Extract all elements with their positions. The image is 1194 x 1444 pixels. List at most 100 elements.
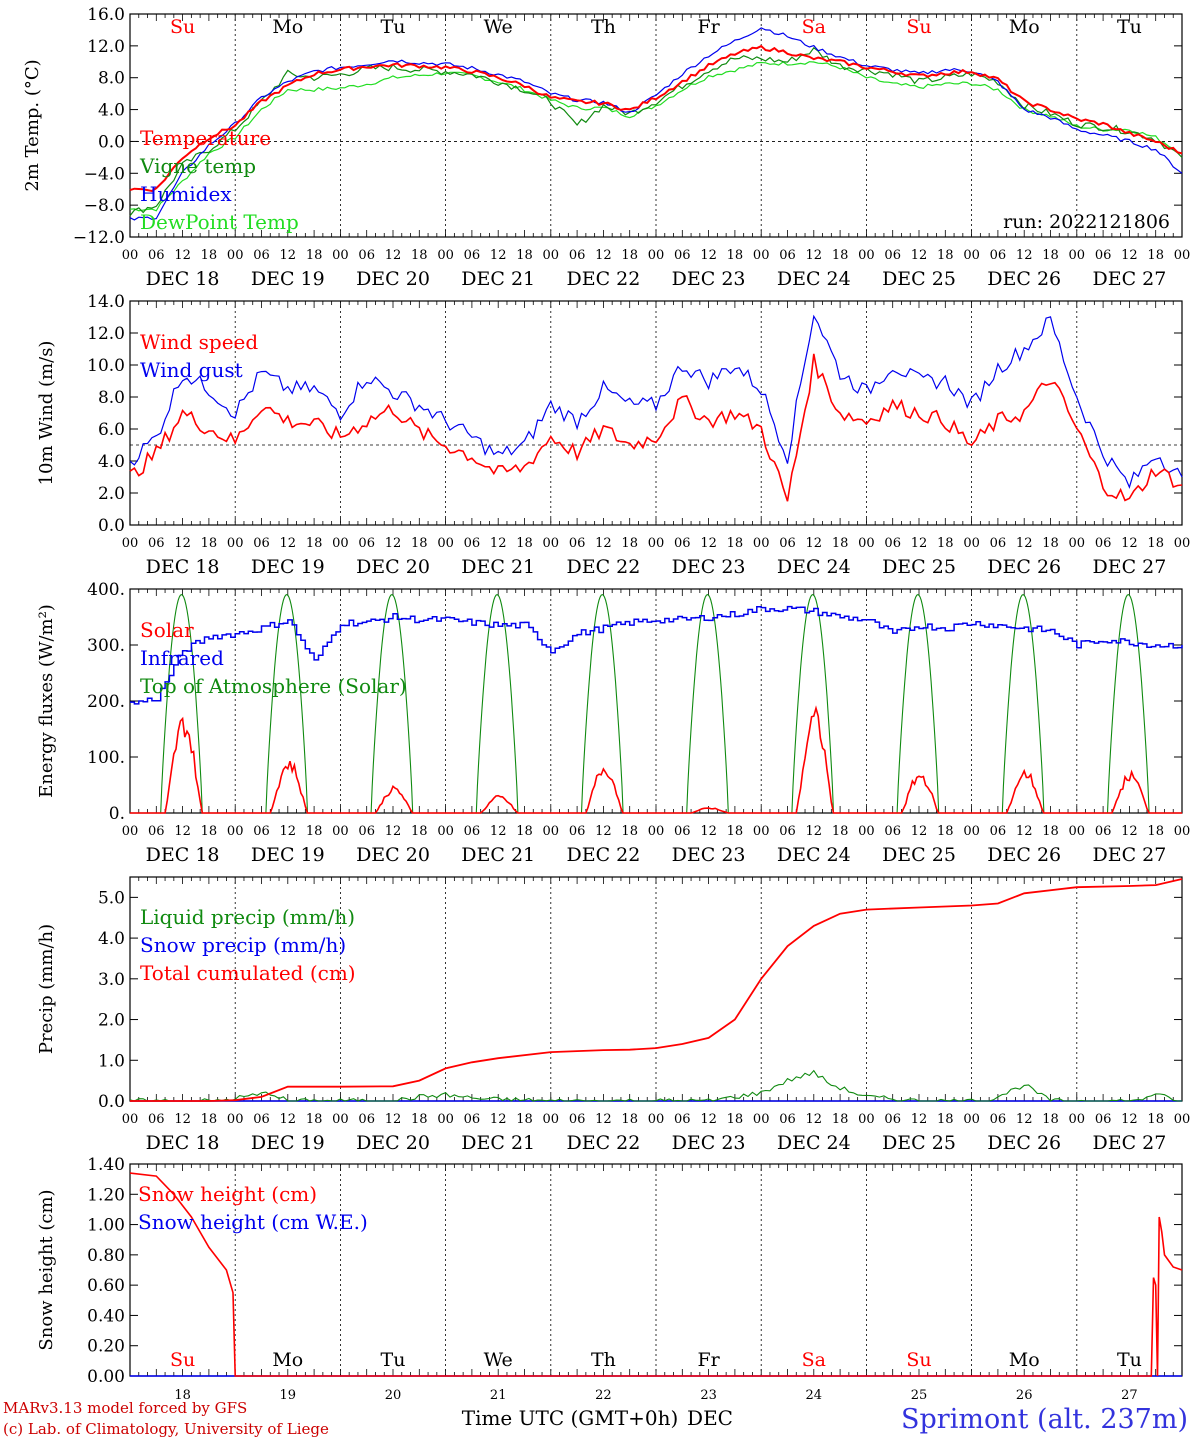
hour-tick-label: 06 <box>569 536 586 551</box>
hour-tick-label: 00 <box>227 824 244 839</box>
day-of-week-label: Tu <box>381 16 406 38</box>
y-tick-label: 0.60 <box>87 1276 125 1296</box>
hour-tick-label: 06 <box>990 248 1007 263</box>
panel-5: 1.40 1.20 1.00 0.80 0.60 0.40 0.20 0.00 Snow hei… <box>36 1155 1183 1387</box>
date-label: DEC 20 <box>356 268 430 290</box>
y-tick-label: 0.0 <box>98 132 125 152</box>
hour-tick-label: 18 <box>516 248 533 263</box>
hour-tick-label: 12 <box>1121 1112 1138 1127</box>
hour-tick-label: 18 <box>1147 1112 1164 1127</box>
hour-tick-label: 18 <box>1042 536 1059 551</box>
hour-tick-label: 18 <box>201 1112 218 1127</box>
hour-tick-label: 06 <box>779 1112 796 1127</box>
y-tick-label: 0.80 <box>87 1246 125 1266</box>
legend-entry: Snow precip (mm/h) <box>140 933 346 957</box>
hour-tick-label: 18 <box>201 824 218 839</box>
hour-tick-label: 00 <box>858 1112 875 1127</box>
day-of-week-label: Tu <box>1117 16 1142 38</box>
y-tick-label: 4.0 <box>98 929 125 949</box>
date-label: DEC 24 <box>777 556 851 578</box>
day-of-week-label: Su <box>906 16 931 38</box>
hour-tick-label: 00 <box>332 1112 349 1127</box>
hour-tick-label: 00 <box>963 1112 980 1127</box>
date-label: DEC 18 <box>146 844 220 866</box>
hour-tick-label: 06 <box>884 248 901 263</box>
day-number-label: 27 <box>1121 1388 1138 1403</box>
hour-tick-label: 12 <box>280 824 297 839</box>
date-label: DEC 22 <box>566 268 640 290</box>
hour-tick-label: 06 <box>253 824 270 839</box>
hour-tick-label: 18 <box>727 1112 744 1127</box>
x-axis-1: 00 06 12 18 DEC 18 00 06 12 18 DEC 19 00 06 12 18 DEC … <box>122 248 1191 290</box>
hour-tick-label: 00 <box>858 248 875 263</box>
y-tick-label: 0. <box>109 804 125 824</box>
date-label: DEC 26 <box>987 1132 1061 1154</box>
hour-tick-label: 18 <box>937 824 954 839</box>
hour-tick-label: 12 <box>280 1112 297 1127</box>
date-label: DEC 19 <box>251 556 325 578</box>
hour-tick-label: 12 <box>806 536 823 551</box>
hour-tick-label: 12 <box>700 248 717 263</box>
y-tick-label: 0.00 <box>87 1367 125 1387</box>
hour-tick-label: 06 <box>990 536 1007 551</box>
hour-tick-label: 00 <box>753 536 770 551</box>
hour-tick-label: 06 <box>1095 536 1112 551</box>
y-tick-label: −4.0 <box>84 164 125 184</box>
hour-tick-label: 12 <box>700 536 717 551</box>
hour-tick-label: 12 <box>490 536 507 551</box>
date-label: DEC 19 <box>251 844 325 866</box>
x-axis-4: 00 06 12 18 DEC 18 00 06 12 18 DEC 19 00 06 12 18 DEC … <box>122 1112 1191 1154</box>
hour-tick-label: 00 <box>1069 248 1086 263</box>
y-tick-label: 2.0 <box>98 484 125 504</box>
hour-tick-label: 12 <box>806 824 823 839</box>
hour-tick-label: 12 <box>911 1112 928 1127</box>
x-axis-label: Time UTC (GMT+0h) <box>462 1406 679 1430</box>
day-number-label: 21 <box>490 1388 507 1403</box>
day-number-label: 18 <box>174 1388 191 1403</box>
hour-tick-label: 18 <box>516 536 533 551</box>
hour-tick-label: 18 <box>516 824 533 839</box>
date-label: DEC 27 <box>1092 268 1166 290</box>
y-tick-label: −12.0 <box>73 228 125 248</box>
hour-tick-label: 06 <box>358 536 375 551</box>
y-tick-label: 12.0 <box>87 37 125 57</box>
x-axis-3: 00 06 12 18 DEC 18 00 06 12 18 DEC 19 00 06 12 18 DEC … <box>122 824 1191 866</box>
hour-tick-label: 00 <box>437 1112 454 1127</box>
hour-tick-label: 18 <box>937 536 954 551</box>
hour-tick-label: 06 <box>884 1112 901 1127</box>
hour-tick-label: 18 <box>306 536 323 551</box>
legend-entry: Snow height (cm) <box>138 1182 317 1206</box>
hour-tick-label: 12 <box>911 824 928 839</box>
hour-tick-label: 18 <box>1147 824 1164 839</box>
hour-tick-label: 06 <box>779 536 796 551</box>
series-line-liquid-precip <box>129 1069 1182 1102</box>
legend-entry: Snow height (cm W.E.) <box>138 1210 368 1234</box>
hour-tick-label: 18 <box>201 248 218 263</box>
day-of-week-label: Tu <box>381 1349 406 1371</box>
hour-tick-label: 00 <box>648 536 665 551</box>
hour-tick-label: 00 <box>227 1112 244 1127</box>
day-of-week-label: We <box>484 16 513 38</box>
hour-tick-label: 18 <box>832 824 849 839</box>
day-number-label: 23 <box>700 1388 717 1403</box>
hour-tick-label: 00 <box>332 536 349 551</box>
date-label: DEC 27 <box>1092 556 1166 578</box>
hour-tick-label: 12 <box>911 536 928 551</box>
series-line-temperature <box>129 44 1183 193</box>
date-label: DEC 25 <box>882 1132 956 1154</box>
legend-entry: Infrared <box>140 646 224 670</box>
hour-tick-label: 00 <box>122 536 139 551</box>
station-name: Sprimont (alt. 237m) <box>901 1404 1188 1435</box>
hour-tick-label: 00 <box>332 824 349 839</box>
hour-tick-label: 06 <box>464 824 481 839</box>
hour-tick-label: 12 <box>700 824 717 839</box>
hour-tick-label: 00 <box>753 1112 770 1127</box>
hour-tick-label: 18 <box>1147 536 1164 551</box>
date-label: DEC 24 <box>777 844 851 866</box>
series-line-dewpoint-temp <box>129 61 1183 212</box>
day-of-week-label: Fr <box>697 1349 720 1371</box>
hour-tick-label: 12 <box>1016 248 1033 263</box>
y-tick-label: 0.0 <box>98 1092 125 1112</box>
y-tick-label: 100. <box>87 748 125 768</box>
